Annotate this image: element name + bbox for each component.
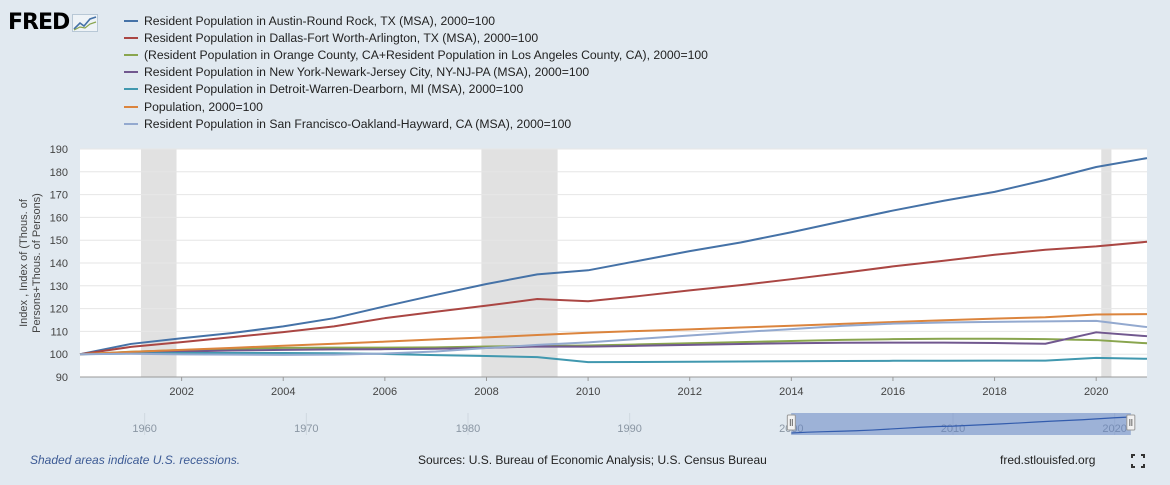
recession-note: Shaded areas indicate U.S. recessions.: [30, 453, 241, 467]
navigator-tick-label: 1960: [132, 423, 156, 435]
navigator-handle-body: [786, 414, 796, 431]
legend-item[interactable]: Population, 2000=100: [124, 98, 708, 115]
legend-swatch: [124, 105, 138, 108]
legend-label: Resident Population in San Francisco-Oak…: [144, 116, 572, 131]
y-axis-label-line: Persons+Thous. of Persons): [31, 193, 43, 333]
legend-swatch: [124, 53, 138, 56]
y-tick-label: 170: [50, 190, 68, 202]
legend-item[interactable]: Resident Population in New York-Newark-J…: [124, 64, 708, 81]
y-axis-label-line: Index , Index of (Thous. of: [18, 198, 30, 327]
series-line: [79, 319, 1148, 356]
x-tick-label: 2018: [982, 386, 1006, 398]
legend-swatch: [124, 122, 138, 125]
y-tick-label: 180: [50, 167, 68, 179]
legend-swatch: [124, 88, 138, 91]
legend-label: Resident Population in Detroit-Warren-De…: [144, 82, 524, 97]
legend-swatch: [124, 71, 138, 74]
navigator-series-line: [791, 416, 1131, 434]
x-tick-label: 2020: [1084, 386, 1108, 398]
y-tick-label: 90: [56, 372, 68, 384]
navigator-handle[interactable]: [786, 414, 796, 431]
line-graph-icon: [72, 13, 99, 32]
legend-item[interactable]: Resident Population in Dallas-Fort Worth…: [124, 29, 708, 46]
legend-item[interactable]: Resident Population in San Francisco-Oak…: [124, 115, 708, 132]
sources-text: Sources: U.S. Bureau of Economic Analysi…: [418, 453, 767, 467]
x-tick-label: 2012: [677, 386, 701, 398]
navigator-tick-label: 1990: [617, 423, 641, 435]
x-tick-label: 2010: [576, 386, 600, 398]
navigator-tick-label: 1980: [456, 423, 480, 435]
x-tick-label: 2008: [474, 386, 498, 398]
legend-item[interactable]: (Resident Population in Orange County, C…: [124, 46, 708, 63]
legend-item[interactable]: Resident Population in Detroit-Warren-De…: [124, 81, 708, 98]
legend-swatch: [124, 36, 138, 39]
fullscreen-icon[interactable]: [1131, 454, 1145, 468]
x-tick-label: 2004: [271, 386, 295, 398]
series-line: [79, 352, 1148, 364]
y-tick-label: 130: [50, 281, 68, 293]
series-line: [79, 331, 1148, 356]
y-tick-label: 150: [50, 235, 68, 247]
series-line: [79, 157, 1148, 356]
chart: 90 100 110 120 130 140 150 160 170 180 190 2002 2004…: [18, 144, 1148, 435]
x-tick-label: 2016: [881, 386, 905, 398]
legend-label: (Resident Population in Orange County, C…: [144, 47, 708, 62]
y-tick-label: 160: [50, 212, 68, 224]
x-tick-label: 2006: [373, 386, 397, 398]
site-link[interactable]: fred.stlouisfed.org: [1000, 453, 1096, 467]
legend-label: Population, 2000=100: [144, 99, 263, 114]
legend-label: Resident Population in New York-Newark-J…: [144, 65, 590, 80]
navigator-tick-label: 1970: [294, 423, 318, 435]
logo-text: FRED: [8, 10, 70, 35]
series-line: [79, 337, 1148, 356]
navigator-handle-body: [1126, 414, 1136, 431]
y-axis-label: Index , Index of (Thous. ofPersons+Thous…: [18, 193, 43, 333]
series-line: [79, 313, 1148, 356]
legend-label: Resident Population in Dallas-Fort Worth…: [144, 30, 539, 45]
chart-legend: Resident Population in Austin-Round Rock…: [124, 12, 708, 132]
fred-logo[interactable]: FRED: [8, 10, 99, 35]
x-tick-label: 2002: [169, 386, 193, 398]
y-tick-label: 190: [50, 144, 68, 156]
y-tick-label: 110: [50, 326, 68, 338]
x-tick-label: 2014: [779, 386, 803, 398]
series-line: [79, 240, 1148, 356]
y-tick-label: 100: [50, 349, 68, 361]
y-tick-label: 120: [50, 304, 68, 316]
legend-label: Resident Population in Austin-Round Rock…: [144, 13, 496, 28]
legend-swatch: [124, 19, 138, 22]
y-tick-label: 140: [50, 258, 68, 270]
legend-item[interactable]: Resident Population in Austin-Round Rock…: [124, 12, 708, 29]
navigator-handle[interactable]: [1126, 414, 1136, 431]
